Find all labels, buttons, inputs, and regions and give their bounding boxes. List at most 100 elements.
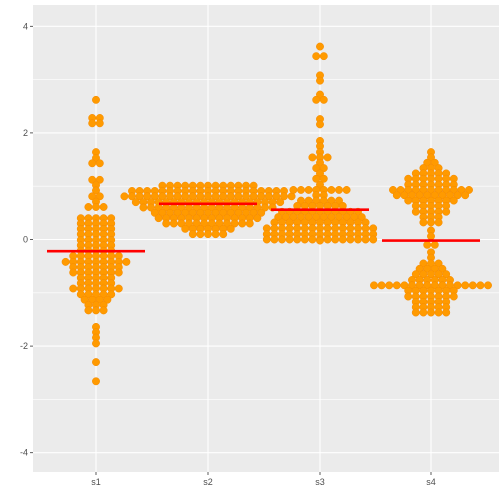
dot-s1 [92,186,100,195]
dot-s3 [285,235,294,244]
dot-s3 [308,235,317,244]
y-axis: -4 -2 0 2 4 [20,21,33,458]
dot-s1 [69,268,78,277]
dot-s2 [169,219,178,228]
dot-s3 [312,52,321,61]
dot-s1 [95,159,104,168]
dot-s3 [369,235,378,244]
dot-s4 [465,185,473,194]
dot-s1 [95,119,104,128]
y-tick-label: -2 [20,341,28,351]
dot-s1 [84,306,93,315]
x-axis: s1 s2 s3 s4 [91,472,436,487]
dot-s4 [442,270,451,279]
dot-s3 [319,52,328,61]
dot-s1 [107,290,116,299]
dot-s2 [162,219,171,228]
dot-s3 [316,90,324,99]
median-lines [47,202,480,253]
dot-s2 [131,198,140,207]
dot-s2 [257,208,266,217]
dot-s3 [346,235,355,244]
dot-s4 [434,218,443,227]
dot-s4 [468,281,477,290]
dot-s1 [122,257,131,266]
dot-s4 [370,281,378,290]
y-tick-label: 2 [23,128,28,138]
dot-s4 [442,207,451,216]
dot-s4 [419,218,428,227]
x-tick-label: s3 [315,477,325,487]
dot-s1 [99,306,108,315]
dot-s2 [196,230,205,239]
dot-s2 [181,224,190,233]
dot-s1 [114,284,123,293]
dot-s4 [377,281,386,290]
dot-s4 [392,191,401,200]
dot-s2 [188,230,197,239]
dot-s3 [304,185,313,194]
dot-s4 [423,240,432,249]
dot-s3 [312,95,321,104]
dot-s4 [411,207,420,216]
dot-s4 [427,232,435,241]
x-tick-label: s2 [203,477,213,487]
dot-s4 [385,281,394,290]
dot-s1 [92,358,100,367]
dot-s4 [430,158,439,167]
dot-s3 [327,185,336,194]
dot-s1 [69,284,78,293]
dot-s1 [114,268,123,277]
dot-s2 [139,203,148,212]
dot-s1 [84,203,93,211]
dot-s3 [342,185,351,194]
dot-s4 [427,153,435,162]
dot-s3 [278,235,286,244]
dot-s1 [99,203,108,211]
dot-s3 [323,235,332,244]
dot-s3 [319,174,328,183]
dot-s3 [316,236,324,245]
dot-s3 [316,158,324,167]
dot-s4 [419,308,428,317]
dot-s3 [319,164,328,173]
dot-s4 [404,292,413,301]
dot-s2 [226,224,235,233]
dot-s2 [238,219,247,228]
dot-s4 [427,218,435,227]
dot-s4 [434,259,443,268]
dot-s4 [442,308,451,317]
dot-s1 [88,159,97,168]
dot-s3 [335,185,343,194]
dot-s2 [204,230,212,239]
dot-s3 [323,153,332,162]
dot-s3 [293,235,302,244]
y-tick-label: -4 [20,448,28,458]
dot-s3 [316,120,324,129]
dot-s2 [120,192,129,201]
x-tick-label: s4 [426,477,436,487]
dot-s3 [357,213,366,222]
dot-s1 [92,377,100,386]
dot-s4 [449,196,458,205]
dot-s3 [316,169,324,178]
dot-s2 [253,214,262,223]
dot-s4 [438,264,447,273]
dot-s3 [297,185,305,194]
dot-s4 [404,196,413,205]
dot-s2 [211,230,220,239]
dot-s4 [461,281,470,290]
dot-s1 [92,95,100,104]
dot-s3 [354,235,362,244]
dot-s1 [95,175,104,184]
dot-s3 [319,95,328,104]
dot-s4 [392,281,401,290]
dot-s2 [276,198,285,207]
x-tick-label: s1 [91,477,101,487]
dot-s4 [484,281,492,290]
dot-s4 [430,240,439,249]
dot-s4 [449,292,458,301]
dot-s1 [92,306,100,315]
dot-s3 [270,235,279,244]
dot-s3 [361,235,370,244]
